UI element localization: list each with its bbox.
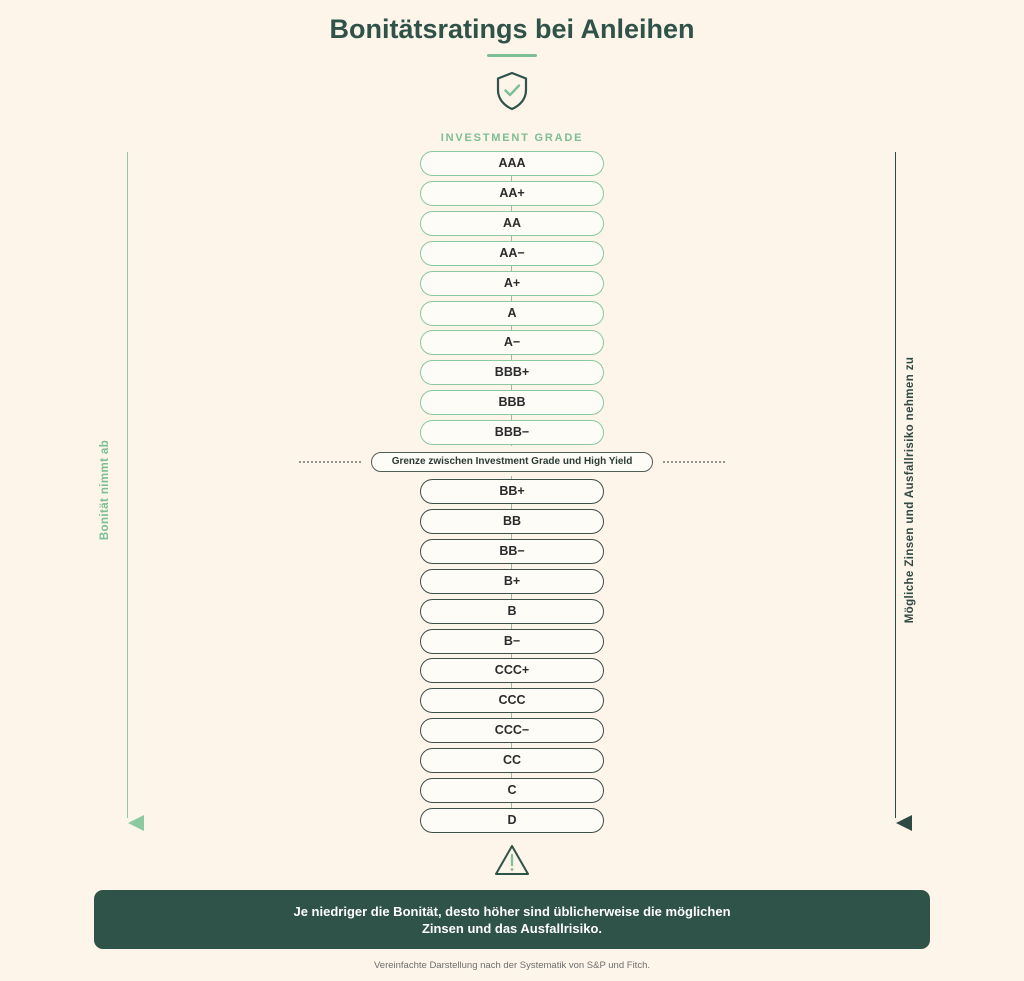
right-axis-label: Mögliche Zinsen und Ausfallrisiko nehmen…: [904, 356, 916, 624]
rating-ig-5: A: [420, 300, 604, 326]
rating-ig-7: BBB+: [420, 360, 604, 386]
rating-ig-6: A−: [420, 330, 604, 356]
footnote: Vereinfachte Darstellung nach der System…: [373, 960, 650, 971]
rating-ig-9: BBB−: [420, 420, 604, 446]
rating-ig-8: BBB: [420, 390, 604, 416]
page-title: Bonitätsratings bei Anleihen: [329, 14, 695, 44]
rating-hy-1: BB: [420, 508, 604, 534]
right-arrow-head-icon: [896, 815, 912, 831]
rating-hy-7: CCC: [420, 688, 604, 714]
rating-hy-0: BB+: [420, 479, 604, 504]
summary-banner: Je niedriger die Bonität, desto höher si…: [94, 890, 930, 949]
rating-ig-1: AA+: [420, 180, 604, 206]
right-axis-line: [895, 152, 896, 818]
investment-grade-label: INVESTMENT GRADE: [440, 132, 584, 144]
rating-ig-2: AA: [420, 210, 604, 236]
rating-hy-4: B: [420, 598, 604, 624]
rating-ig-3: AA−: [420, 240, 604, 266]
left-arrow-head-icon: [128, 815, 144, 831]
boundary-label: Grenze zwischen Investment Grade und Hig…: [371, 452, 653, 472]
boundary-dots-left: [299, 461, 361, 463]
boundary-dots-right: [663, 461, 725, 463]
shield-check-icon: [496, 71, 528, 111]
left-axis-label: Bonität nimmt ab: [99, 439, 111, 541]
rating-hy-2: BB−: [420, 538, 604, 564]
left-axis-line: [127, 152, 128, 818]
warning-triangle-icon: [495, 845, 529, 875]
rating-hy-5: B−: [420, 628, 604, 654]
connector-line-investment: [511, 152, 512, 446]
rating-hy-8: CCC−: [420, 718, 604, 744]
summary-line-2: Zinsen und das Ausfallrisiko.: [421, 921, 603, 936]
rating-hy-3: B+: [420, 568, 604, 594]
rating-ig-0: AAA: [420, 151, 604, 176]
rating-hy-6: CCC+: [420, 658, 604, 684]
rating-hy-11: D: [420, 807, 604, 833]
rating-hy-9: CC: [420, 748, 604, 774]
summary-line-1: Je niedriger die Bonität, desto höher si…: [293, 904, 731, 919]
connector-line-high-yield: [511, 476, 512, 832]
rating-hy-10: C: [420, 778, 604, 803]
rating-ig-4: A+: [420, 270, 604, 296]
title-underline: [487, 54, 537, 57]
